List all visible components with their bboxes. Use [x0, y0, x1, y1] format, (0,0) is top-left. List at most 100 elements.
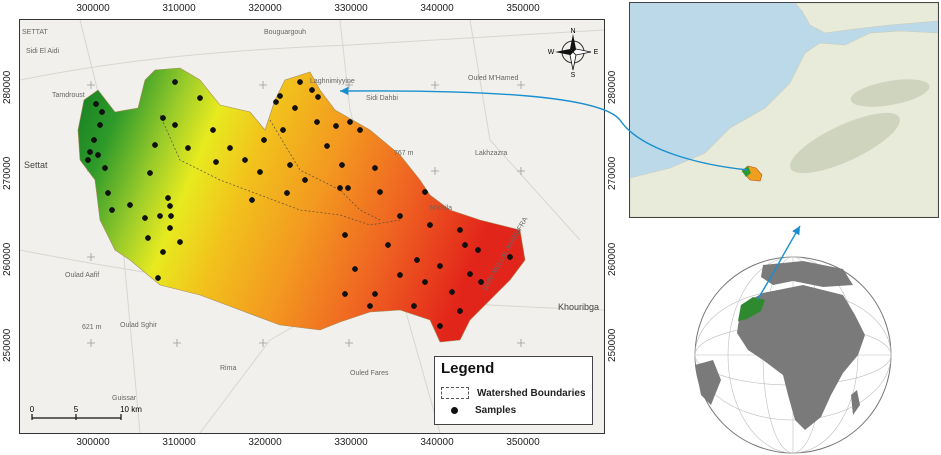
- sample-point: [467, 271, 473, 277]
- sample-point: [277, 93, 283, 99]
- place-label: Oulad Aafif: [65, 272, 100, 279]
- sample-point: [210, 127, 216, 133]
- sample-point: [324, 143, 330, 149]
- sample-point: [280, 127, 286, 133]
- sample-point: [309, 87, 315, 93]
- sample-point: [377, 189, 383, 195]
- sample-point: [342, 232, 348, 238]
- inset-map-canvas: [630, 3, 938, 217]
- scale-mid: 5: [74, 405, 79, 414]
- sample-point: [462, 242, 468, 248]
- samples-label: Samples: [475, 405, 517, 416]
- sample-point: [172, 79, 178, 85]
- sample-point: [297, 79, 303, 85]
- sample-point: [337, 185, 343, 191]
- x-tick-bottom: 330000: [334, 437, 368, 448]
- sample-point: [213, 159, 219, 165]
- x-tick-top: 330000: [334, 3, 368, 14]
- sample-point: [449, 289, 455, 295]
- compass-w: W: [548, 49, 555, 56]
- sample-point: [457, 227, 463, 233]
- main-map[interactable]: SETTAT Sidi El Aidi Settat Tamdroust Bou…: [19, 19, 605, 434]
- sample-point: [109, 207, 115, 213]
- scale-end: 10 km: [120, 405, 142, 414]
- sample-point: [347, 119, 353, 125]
- sample-point: [314, 119, 320, 125]
- place-label: Ouled Fares: [350, 370, 389, 377]
- sample-point: [315, 94, 321, 100]
- sample-point: [414, 257, 420, 263]
- sample-point: [478, 279, 484, 285]
- compass-n: N: [570, 28, 575, 35]
- sample-point: [422, 279, 428, 285]
- sample-point: [147, 170, 153, 176]
- sample-point: [93, 101, 99, 107]
- sample-point: [165, 195, 171, 201]
- legend-samples: Samples: [441, 405, 516, 416]
- x-tick-bottom: 310000: [162, 437, 196, 448]
- place-label: Lakhzazra: [475, 150, 508, 157]
- sample-point: [227, 145, 233, 151]
- sample-point: [507, 254, 513, 260]
- sample-point: [97, 122, 103, 128]
- place-label: 767 m: [394, 150, 414, 157]
- x-tick-top: 310000: [162, 3, 196, 14]
- sample-point: [249, 197, 255, 203]
- place-label: Rima: [220, 365, 237, 372]
- place-label: SETTAT: [22, 29, 48, 36]
- x-tick-top: 350000: [506, 3, 540, 14]
- compass-s: S: [571, 72, 576, 78]
- globe-south-america: [695, 360, 721, 405]
- place-label: Khouribga: [558, 302, 600, 312]
- place-label: N'Khila: [430, 205, 452, 212]
- sample-point: [172, 122, 178, 128]
- place-label: Sidi Dahbi: [366, 95, 398, 102]
- place-label: Laghnimiyyine: [310, 78, 355, 85]
- sample-point: [155, 275, 161, 281]
- sample-point: [357, 127, 363, 133]
- x-tick-bottom: 340000: [420, 437, 454, 448]
- place-label: 621 m: [82, 324, 102, 331]
- sample-point: [411, 303, 417, 309]
- sample-point: [95, 152, 101, 158]
- globe-africa: [737, 285, 865, 430]
- sample-point: [372, 291, 378, 297]
- place-label: Guissar: [112, 395, 137, 402]
- sample-point: [397, 213, 403, 219]
- place-label: Tamdroust: [52, 92, 85, 99]
- sample-point: [302, 177, 308, 183]
- inset-relief: [790, 79, 930, 174]
- x-tick-bottom: 300000: [76, 437, 110, 448]
- sample-point: [457, 308, 463, 314]
- sample-point: [85, 157, 91, 163]
- place-label: Sidi El Aidi: [26, 48, 60, 55]
- sample-point: [157, 213, 163, 219]
- main-map-canvas: [20, 20, 604, 433]
- sample-point: [167, 203, 173, 209]
- globe-locator: [694, 256, 892, 454]
- watershed-area: [77, 67, 526, 343]
- sample-point: [339, 162, 345, 168]
- sample-point: [185, 145, 191, 151]
- compass-e: E: [594, 49, 598, 56]
- compass-rose-icon: N S E W: [548, 28, 598, 78]
- globe-europe: [761, 261, 853, 287]
- inset-map[interactable]: [629, 2, 939, 218]
- sample-swatch-icon: [441, 407, 467, 414]
- sample-point: [345, 185, 351, 191]
- watershed-boundary: [159, 114, 401, 226]
- sample-point: [437, 323, 443, 329]
- sample-point: [152, 142, 158, 148]
- sample-point: [105, 190, 111, 196]
- place-label: Settat: [24, 160, 48, 170]
- sample-point: [385, 242, 391, 248]
- x-tick-top: 300000: [76, 3, 110, 14]
- x-tick-top: 340000: [420, 3, 454, 14]
- legend-boundary: Watershed Boundaries: [441, 387, 586, 399]
- place-label: Oulad Sghir: [120, 322, 157, 329]
- sample-point: [397, 272, 403, 278]
- sample-point: [127, 202, 133, 208]
- sample-point: [91, 137, 97, 143]
- inset-iberia: [794, 3, 938, 34]
